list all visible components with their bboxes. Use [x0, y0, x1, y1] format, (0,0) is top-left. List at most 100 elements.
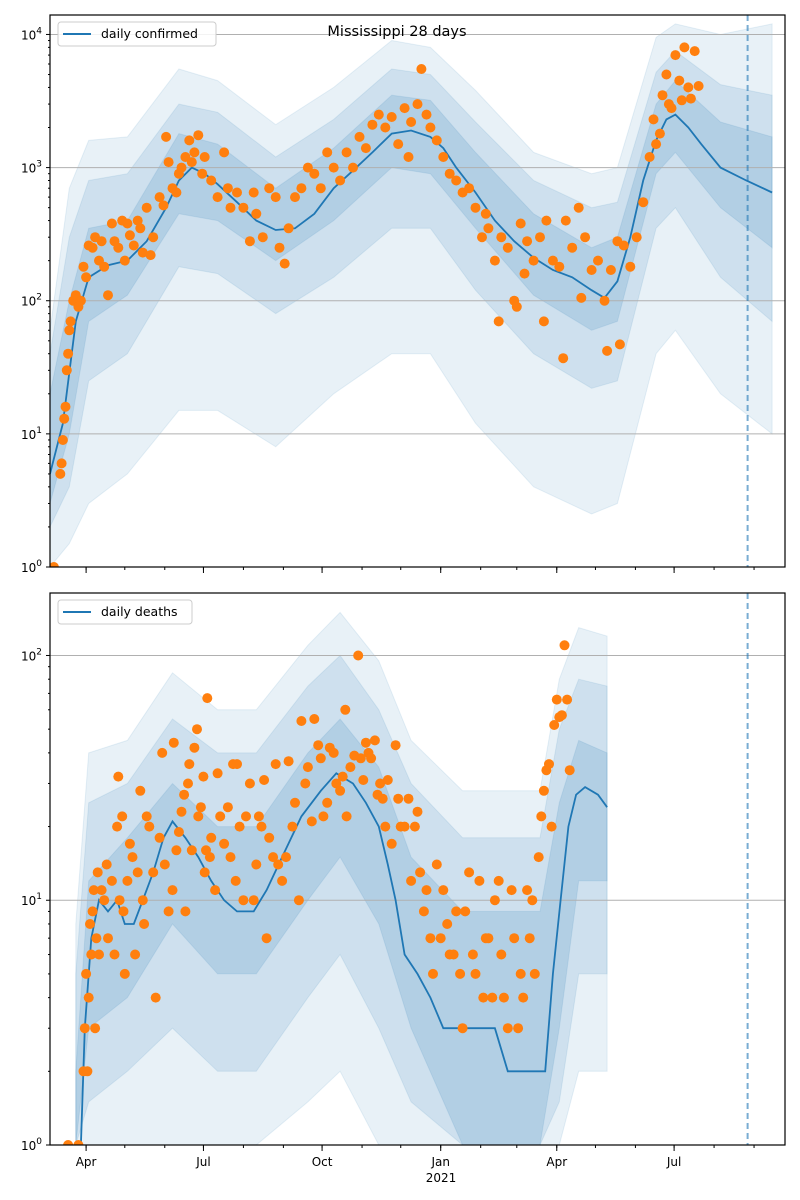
observed-point	[509, 933, 520, 944]
observed-point	[193, 811, 204, 822]
observed-point	[522, 885, 533, 896]
observed-point	[101, 859, 112, 870]
observed-point	[238, 895, 249, 906]
observed-point	[264, 832, 275, 843]
observed-point	[206, 175, 217, 186]
observed-point	[416, 64, 427, 74]
observed-point	[248, 187, 259, 198]
observed-point	[322, 797, 333, 808]
observed-point	[518, 992, 529, 1003]
observed-point	[354, 131, 365, 142]
observed-point	[556, 710, 567, 721]
observed-point	[302, 762, 313, 773]
observed-point	[270, 192, 281, 203]
observed-point	[148, 867, 159, 878]
observed-point	[406, 117, 417, 127]
observed-point	[261, 933, 272, 944]
y-tick-label: 102	[21, 647, 42, 663]
observed-point	[154, 192, 165, 203]
observed-point	[60, 401, 71, 412]
observed-point	[522, 236, 533, 247]
observed-point	[287, 821, 298, 832]
observed-point	[154, 832, 165, 843]
observed-point	[137, 247, 148, 258]
observed-point	[528, 255, 539, 266]
observed-point	[210, 885, 221, 896]
observed-point	[560, 215, 571, 226]
observed-point	[580, 232, 591, 243]
observed-point	[328, 747, 339, 758]
observed-point	[61, 365, 72, 376]
observed-point	[544, 759, 554, 770]
observed-point	[103, 933, 113, 944]
observed-point	[541, 215, 552, 226]
observed-point	[676, 95, 687, 106]
band-outer-area	[75, 611, 608, 1145]
observed-point	[215, 811, 226, 822]
x-axis-year-label: 2021	[426, 1171, 457, 1185]
observed-point	[309, 168, 320, 179]
observed-point	[386, 838, 397, 849]
observed-point	[127, 852, 138, 863]
observed-point	[206, 832, 217, 843]
observed-point	[535, 232, 545, 243]
observed-point	[112, 821, 123, 832]
y-tick-label: 101	[21, 426, 42, 442]
observed-point	[536, 811, 547, 822]
observed-point	[296, 183, 307, 194]
observed-point	[199, 867, 210, 878]
observed-point	[225, 852, 236, 863]
observed-point	[455, 968, 466, 979]
observed-point	[198, 771, 209, 782]
observed-point	[502, 242, 513, 253]
observed-point	[631, 232, 642, 243]
observed-point	[403, 793, 414, 804]
observed-point	[306, 816, 317, 827]
observed-point	[92, 867, 103, 878]
observed-point	[222, 183, 233, 194]
observed-point	[651, 139, 662, 150]
observed-point	[274, 242, 285, 253]
observed-point	[293, 895, 304, 906]
observed-point	[554, 261, 565, 272]
observed-point	[193, 130, 204, 141]
observed-point	[273, 859, 284, 870]
observed-point	[300, 778, 311, 789]
observed-point	[337, 771, 348, 782]
observed-point	[281, 852, 291, 863]
observed-point	[161, 131, 172, 142]
observed-point	[268, 852, 279, 863]
x-tick-label: Jan	[430, 1155, 450, 1169]
observed-point	[478, 992, 489, 1003]
observed-point	[335, 785, 346, 796]
observed-point	[75, 295, 86, 306]
observed-point	[375, 778, 386, 789]
observed-point	[438, 152, 449, 162]
observed-point	[386, 112, 397, 122]
observed-point	[296, 716, 307, 726]
observed-point	[519, 268, 530, 279]
observed-point	[128, 240, 139, 251]
observed-point	[309, 714, 320, 724]
observed-point	[87, 242, 98, 253]
legend-box	[57, 599, 193, 625]
observed-point	[122, 875, 133, 886]
observed-point	[360, 143, 371, 154]
observed-point	[435, 933, 446, 944]
observed-point	[399, 821, 410, 832]
observed-point	[496, 232, 507, 243]
observed-point	[470, 202, 481, 213]
observed-point	[341, 811, 352, 822]
y-tick-label: 104	[21, 26, 42, 42]
observed-point	[506, 885, 517, 896]
observed-point	[418, 906, 429, 917]
observed-point	[683, 82, 694, 93]
observed-point	[141, 811, 152, 822]
observed-point	[73, 1140, 84, 1145]
observed-point	[85, 919, 95, 929]
observed-point	[94, 949, 104, 960]
observed-point	[618, 240, 629, 251]
observed-point	[106, 218, 117, 229]
observed-point	[353, 650, 364, 661]
observed-point	[113, 242, 124, 253]
